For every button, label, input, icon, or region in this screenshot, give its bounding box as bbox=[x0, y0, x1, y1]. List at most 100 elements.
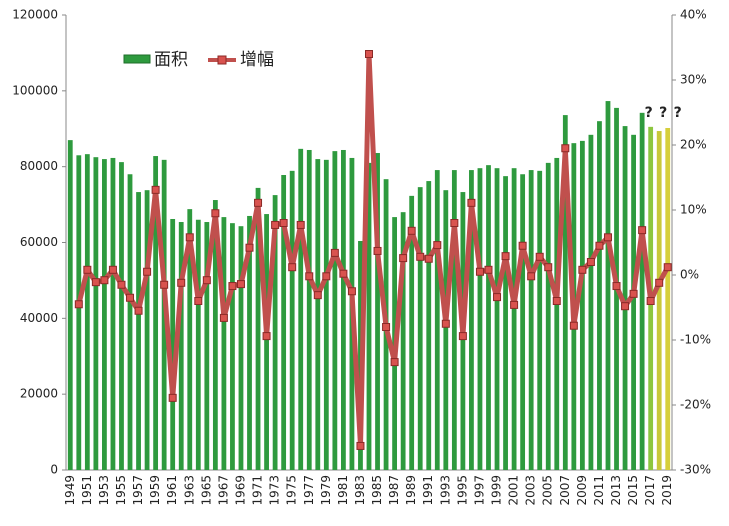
line-marker bbox=[467, 198, 476, 207]
x-tick-label: 1985 bbox=[370, 475, 384, 506]
bar bbox=[597, 121, 602, 471]
x-tick-label: 2009 bbox=[575, 475, 589, 506]
bar bbox=[119, 162, 124, 470]
x-tick-label: 1975 bbox=[285, 475, 299, 506]
line-marker bbox=[475, 267, 484, 276]
x-tick-label: 2019 bbox=[660, 475, 674, 506]
line-marker bbox=[450, 219, 459, 227]
bar bbox=[656, 131, 662, 470]
line-marker bbox=[168, 393, 177, 402]
y2-tick-label: -30% bbox=[680, 463, 711, 477]
x-tick-label: 1969 bbox=[233, 475, 247, 506]
line-marker bbox=[91, 278, 100, 287]
line bbox=[76, 51, 670, 449]
bar bbox=[639, 112, 645, 470]
x-tick-label: 2011 bbox=[592, 475, 606, 506]
bar bbox=[417, 187, 423, 470]
annotation: ? bbox=[645, 105, 653, 121]
line-marker bbox=[373, 246, 382, 255]
line-marker bbox=[621, 302, 630, 311]
line-marker bbox=[424, 254, 433, 263]
line-marker bbox=[228, 282, 237, 291]
bar bbox=[400, 212, 406, 470]
line-marker bbox=[433, 241, 442, 250]
x-tick-label: 1977 bbox=[302, 475, 316, 506]
line-marker bbox=[544, 263, 553, 272]
y2-tick-label: 40% bbox=[680, 8, 707, 22]
annotation: ? bbox=[659, 105, 667, 121]
line-marker bbox=[236, 280, 245, 289]
bar bbox=[247, 215, 252, 470]
y-tick-label: 40000 bbox=[20, 311, 58, 325]
line-marker bbox=[219, 313, 228, 322]
line-marker bbox=[194, 297, 203, 305]
bar bbox=[520, 174, 526, 470]
line-marker bbox=[211, 209, 220, 218]
bar bbox=[631, 134, 636, 471]
bar bbox=[136, 192, 141, 470]
line-marker bbox=[126, 293, 135, 302]
x-tick-label: 1973 bbox=[268, 475, 282, 506]
bar bbox=[366, 162, 372, 470]
line-marker bbox=[646, 297, 655, 305]
bar bbox=[605, 101, 611, 470]
line-marker bbox=[254, 198, 263, 207]
line-marker bbox=[399, 254, 408, 263]
bar bbox=[67, 140, 73, 470]
bar bbox=[486, 165, 491, 470]
y2-tick-label: -10% bbox=[680, 333, 711, 347]
line-marker bbox=[612, 282, 621, 291]
bar bbox=[110, 157, 116, 470]
line-marker bbox=[441, 319, 450, 328]
x-tick-label: 1983 bbox=[353, 475, 367, 506]
y-tick-label: 60000 bbox=[20, 235, 58, 249]
bar bbox=[562, 115, 568, 470]
line-marker bbox=[578, 265, 587, 274]
bar bbox=[503, 176, 508, 471]
x-tick-label: 1961 bbox=[165, 475, 179, 506]
line-marker bbox=[501, 252, 510, 261]
bar bbox=[409, 195, 415, 471]
bar bbox=[451, 170, 457, 470]
line-marker bbox=[288, 263, 297, 272]
line-marker bbox=[484, 265, 493, 274]
x-tick-label: 1991 bbox=[421, 475, 435, 506]
bar bbox=[76, 155, 82, 470]
line-marker bbox=[151, 185, 160, 194]
line-marker bbox=[202, 276, 211, 285]
bar bbox=[230, 223, 235, 470]
bar bbox=[434, 170, 440, 470]
bar bbox=[264, 214, 269, 470]
line-marker bbox=[117, 280, 126, 289]
line-marker bbox=[160, 280, 169, 289]
line-marker bbox=[458, 332, 467, 341]
bar bbox=[579, 140, 585, 470]
bar bbox=[545, 162, 551, 470]
bar bbox=[195, 219, 201, 470]
y2-tick-label: 20% bbox=[680, 138, 707, 152]
bar bbox=[204, 222, 210, 470]
y2-tick-label: 10% bbox=[680, 203, 707, 217]
line-marker bbox=[407, 226, 416, 235]
bar bbox=[255, 187, 261, 470]
bar bbox=[528, 170, 534, 470]
bar bbox=[443, 190, 449, 471]
bar bbox=[306, 149, 312, 470]
y2-tick-label: 0% bbox=[680, 268, 699, 282]
line-marker bbox=[603, 233, 612, 242]
line-marker bbox=[552, 297, 561, 305]
bar bbox=[212, 200, 218, 471]
x-tick-label: 1995 bbox=[455, 475, 469, 506]
line-marker bbox=[382, 323, 391, 331]
line-marker bbox=[322, 272, 331, 281]
line-marker bbox=[561, 144, 570, 153]
x-tick-label: 1987 bbox=[387, 475, 401, 506]
x-tick-label: 1967 bbox=[216, 475, 230, 506]
bar bbox=[144, 190, 150, 471]
x-tick-label: 1951 bbox=[80, 475, 94, 506]
line-marker bbox=[347, 287, 356, 296]
x-tick-label: 1955 bbox=[114, 475, 128, 506]
bar bbox=[298, 148, 304, 471]
x-tick-label: 1971 bbox=[251, 475, 265, 506]
